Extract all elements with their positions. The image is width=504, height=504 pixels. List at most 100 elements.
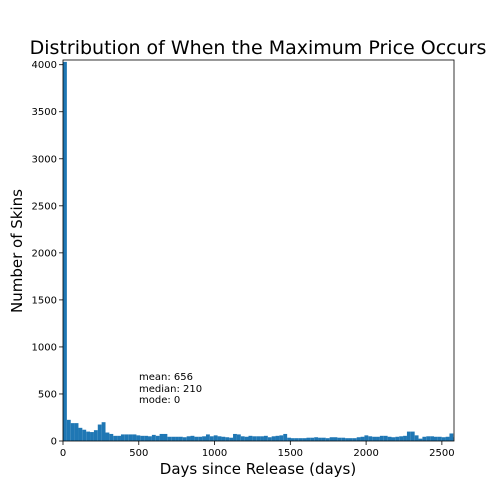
median-annotation: median: 210 xyxy=(139,384,202,395)
histogram-bar xyxy=(426,436,431,441)
histogram-bar xyxy=(178,436,183,441)
histogram-bar xyxy=(345,438,349,441)
histogram-bar xyxy=(144,435,149,441)
histogram-bar xyxy=(109,433,114,441)
histogram-bar xyxy=(372,436,377,441)
histogram-bar xyxy=(171,436,176,441)
histogram-bar xyxy=(186,436,191,441)
histogram-bar xyxy=(430,436,434,441)
y-tick-label: 4000 xyxy=(32,60,57,71)
histogram-bar xyxy=(314,437,319,441)
y-tick-label: 2500 xyxy=(32,201,57,212)
y-tick-label: 500 xyxy=(38,389,57,400)
histogram-bar xyxy=(260,436,264,441)
histogram-bar xyxy=(318,437,322,441)
histogram-bar xyxy=(348,438,353,441)
x-tick-label: 500 xyxy=(129,448,148,459)
histogram-bar xyxy=(101,422,106,441)
histogram-bar xyxy=(128,434,133,441)
histogram-bar xyxy=(198,436,203,441)
chart-title: Distribution of When the Maximum Price O… xyxy=(30,37,487,59)
histogram-bar xyxy=(221,436,226,441)
histogram-bar xyxy=(190,435,195,441)
mode-annotation: mode: 0 xyxy=(139,395,180,406)
histogram-bar xyxy=(356,437,361,441)
histogram-bar xyxy=(437,436,442,441)
histogram-bar xyxy=(279,435,284,441)
histogram-bar xyxy=(151,434,156,441)
x-tick-label: 1000 xyxy=(202,448,227,459)
histogram-bar xyxy=(302,438,307,441)
histogram-bar xyxy=(217,436,222,441)
histogram-bar xyxy=(433,436,438,441)
histogram-bar xyxy=(283,433,288,441)
x-axis-label: Days since Release (days) xyxy=(160,460,356,478)
histogram-bar xyxy=(148,436,152,441)
y-axis-label: Number of Skins xyxy=(8,189,26,313)
histogram-bar xyxy=(117,435,121,441)
histogram-bar xyxy=(422,436,427,441)
histogram-bar xyxy=(414,435,419,441)
histogram-bar xyxy=(248,435,253,441)
histogram-bar xyxy=(406,431,411,441)
y-tick-label: 3500 xyxy=(32,107,57,118)
histogram-bar xyxy=(97,424,102,441)
histogram-bar xyxy=(391,437,396,441)
histogram-bar xyxy=(120,434,125,441)
histogram-bar xyxy=(175,436,179,441)
histogram-bar xyxy=(325,438,330,441)
histogram-bar xyxy=(194,436,199,441)
histogram-bar xyxy=(333,437,338,441)
x-tick-label: 1500 xyxy=(278,448,303,459)
histogram-bar xyxy=(418,438,423,441)
histogram-bar xyxy=(368,436,373,441)
histogram-bar xyxy=(244,436,249,441)
plot-frame xyxy=(62,59,455,442)
histogram-bar xyxy=(66,419,71,441)
histogram-bar xyxy=(74,423,79,441)
bars-group xyxy=(63,61,454,442)
histogram-bar xyxy=(337,437,342,441)
histogram-bar xyxy=(287,437,292,441)
mean-annotation: mean: 656 xyxy=(139,372,193,383)
histogram-bar xyxy=(63,61,67,442)
histogram-bar xyxy=(252,436,257,441)
x-tick-label: 2000 xyxy=(353,448,378,459)
histogram-bar xyxy=(236,434,241,441)
histogram-bar xyxy=(163,433,168,441)
histogram-bar xyxy=(291,438,295,441)
histogram-bar xyxy=(306,437,311,441)
histogram-bar xyxy=(294,438,299,441)
histogram-bar xyxy=(271,436,276,441)
x-tick-label: 2500 xyxy=(429,448,454,459)
histogram-bar xyxy=(383,435,388,441)
histogram-bar xyxy=(395,436,400,441)
histogram-bar xyxy=(205,434,210,441)
histogram-bar xyxy=(105,432,110,441)
histogram-bar xyxy=(136,435,141,441)
histogram-bar xyxy=(267,437,272,441)
y-tick-label: 0 xyxy=(51,437,57,448)
histogram-bar xyxy=(449,433,454,441)
histogram-bar xyxy=(240,436,245,441)
histogram-bar xyxy=(376,436,380,441)
histogram-bar xyxy=(329,437,334,441)
histogram-bar xyxy=(182,437,187,441)
histogram-bar xyxy=(113,435,118,441)
histogram-bar xyxy=(441,437,446,441)
histogram-bar xyxy=(387,436,392,441)
histogram-bar xyxy=(70,423,75,441)
histogram-bar xyxy=(256,436,261,441)
histogram-bar xyxy=(86,431,91,441)
histogram-bar xyxy=(410,431,415,441)
histogram-bar xyxy=(213,435,218,441)
histogram-bar xyxy=(140,435,145,441)
histogram-bar xyxy=(360,436,365,441)
y-tick-label: 1500 xyxy=(32,295,57,306)
histogram-bar xyxy=(275,435,280,441)
histogram-bar xyxy=(167,436,172,441)
histogram-bar xyxy=(399,436,404,441)
y-tick-label: 3000 xyxy=(32,154,57,165)
ticks-group: 0 500 1000 1500 2000 2500 0 500 1000 1500 2000 2500… xyxy=(32,60,455,459)
